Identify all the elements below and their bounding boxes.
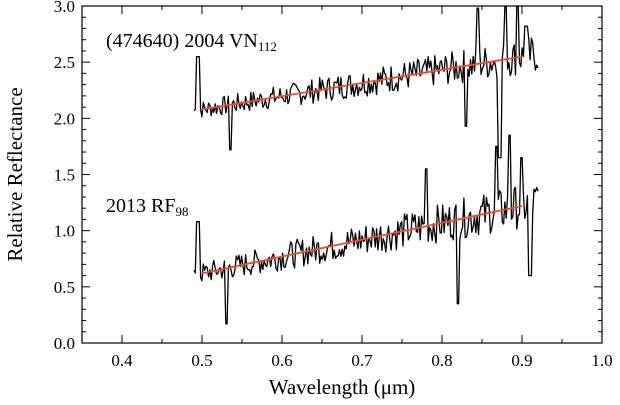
y-axis-title: Relative Reflectance <box>3 87 27 261</box>
fit-line-vn112 <box>201 55 523 111</box>
x-tick-label: 0.9 <box>511 351 532 370</box>
series-label-rf98-sub: 98 <box>175 204 188 219</box>
y-tick-label: 0.0 <box>54 334 75 353</box>
y-tick-label: 0.5 <box>54 278 75 297</box>
x-tick-label: 0.6 <box>271 351 292 370</box>
y-tick-label: 1.5 <box>54 166 75 185</box>
series-label-vn112-main: (474640) 2004 VN <box>106 30 258 52</box>
x-tick-label: 0.5 <box>191 351 212 370</box>
y-tick-label: 3.0 <box>54 0 75 16</box>
spectrum-rf98 <box>193 134 539 325</box>
x-tick-label: 1.0 <box>591 351 612 370</box>
series-label-rf98: 2013 RF98 <box>106 195 188 219</box>
spectra-layer <box>193 5 539 325</box>
fit-line-rf98 <box>201 205 523 275</box>
axis-ticks <box>81 5 603 344</box>
spectrum-vn112 <box>193 5 539 159</box>
x-tick-label: 0.8 <box>431 351 452 370</box>
y-tick-label: 2.0 <box>54 109 75 128</box>
x-tick-label: 0.7 <box>351 351 373 370</box>
series-label-vn112: (474640) 2004 VN112 <box>106 30 277 54</box>
series-label-vn112-sub: 112 <box>258 39 277 54</box>
y-tick-label: 1.0 <box>54 222 75 241</box>
axis-tick-labels: 0.4 0.5 0.6 0.7 0.8 0.9 1.0 0.0 0.5 1.0 1.5 2.0 2.5 3… <box>54 0 613 370</box>
x-tick-label: 0.4 <box>111 351 133 370</box>
series-label-rf98-main: 2013 RF <box>106 195 175 217</box>
x-axis-title: Wavelength (μm) <box>269 375 416 399</box>
y-tick-label: 2.5 <box>54 53 75 72</box>
